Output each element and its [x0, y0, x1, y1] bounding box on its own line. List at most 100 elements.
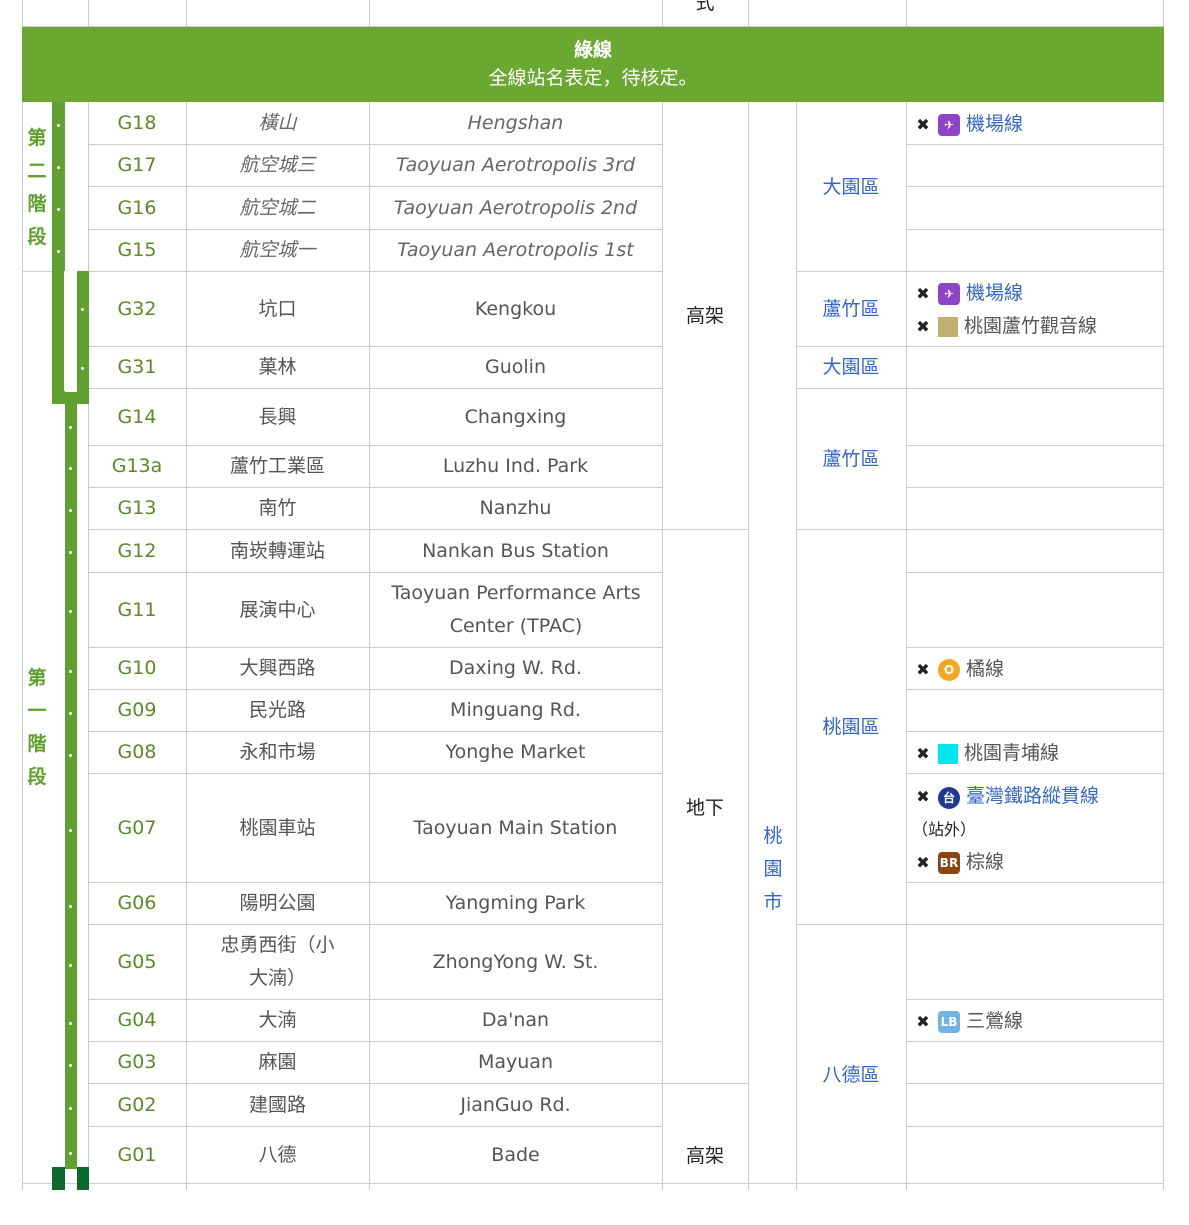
transfer-link[interactable]: 機場線	[966, 282, 1024, 304]
station-name-en: Bade	[491, 1143, 540, 1166]
transfer-airport: ✖ ✈ 機場線	[912, 108, 1023, 141]
transfer-sanying: ✖ LB 三鶯線	[912, 1005, 1023, 1038]
station-dot	[69, 1022, 72, 1025]
station-dot	[69, 964, 72, 967]
district-link[interactable]: 桃園區	[822, 715, 880, 738]
station-code: G06	[117, 892, 157, 914]
district-link[interactable]: 大園區	[822, 356, 880, 378]
station-name-en: Nankan Bus Station	[422, 539, 609, 562]
station-name-en: Da'nan	[481, 1009, 550, 1031]
station-dot	[69, 551, 72, 554]
header-fragment: 式	[695, 0, 715, 14]
station-name-zh: 橫山	[258, 112, 297, 134]
station-name-zh: 陽明公園	[239, 892, 316, 914]
station-name-zh: 大湳	[258, 1009, 297, 1031]
station-name-en: Yonghe Market	[445, 741, 586, 763]
transfer-brown: ✖ BR 棕線	[912, 846, 1004, 879]
station-code: G32	[117, 297, 157, 320]
transfer-tra: ✖ 台臺灣鐵路縱貫線 （站外）	[912, 780, 1157, 846]
transfer-airport: ✖ ✈ 機場線	[912, 277, 1023, 310]
station-name-en: Taoyuan Aerotropolis 1st	[397, 239, 634, 261]
route-line-phase2	[52, 102, 65, 272]
transfer-link[interactable]: 臺灣鐵路縱貫線	[966, 785, 1100, 807]
station-code: G09	[117, 699, 157, 721]
station-name-en: Taoyuan Aerotropolis 2nd	[393, 196, 638, 219]
structure-elevated: 高架	[685, 304, 724, 327]
route-line-branch	[52, 271, 65, 404]
district-link[interactable]: 八德區	[822, 1063, 880, 1086]
route-terminal	[52, 1167, 65, 1190]
station-code: G07	[117, 816, 157, 839]
station-name-en: Minguang Rd.	[450, 699, 581, 721]
station-code: G13	[117, 497, 157, 519]
station-dot	[69, 467, 72, 470]
cross-icon: ✖	[916, 744, 930, 763]
station-code: G12	[117, 539, 157, 562]
transfer-orange: ✖ O 橘線	[912, 653, 1004, 686]
orange-line-icon: O	[938, 658, 960, 681]
station-name-zh: 大興西路	[239, 657, 316, 679]
line-color-swatch	[938, 743, 958, 764]
station-code: G18	[117, 112, 157, 134]
station-name-en: Yangming Park	[445, 892, 586, 914]
station-name-zh: 八德	[258, 1143, 297, 1166]
city-link[interactable]: 桃園市	[763, 825, 783, 913]
station-name-zh: 建國路	[248, 1093, 306, 1116]
transfer-label: 桃園青埔線	[964, 742, 1060, 764]
station-code: G02	[117, 1093, 157, 1116]
district-link[interactable]: 蘆竹區	[822, 297, 880, 320]
station-code: G08	[117, 741, 157, 763]
station-name-zh: 菓林	[258, 356, 297, 378]
station-name-en: Daxing W. Rd.	[449, 657, 582, 679]
cross-icon: ✖	[916, 787, 930, 806]
station-name-zh: 桃園車站	[239, 816, 316, 839]
station-code: G03	[117, 1051, 157, 1073]
transfer-label: 三鶯線	[966, 1010, 1024, 1032]
station-code: G17	[117, 154, 157, 176]
station-dot	[69, 509, 72, 512]
station-dot	[57, 208, 60, 211]
station-name-zh: 航空城二	[239, 196, 316, 219]
station-code: G05	[117, 950, 157, 973]
banner-subtitle: 全線站名表定，待核定。	[488, 67, 698, 89]
transfer-qingpu: ✖ 桃園青埔線	[912, 737, 1059, 770]
station-code: G04	[117, 1009, 157, 1031]
station-dot	[69, 905, 72, 908]
sanying-line-icon: LB	[938, 1010, 960, 1033]
station-code: G13a	[111, 455, 163, 477]
station-dot	[57, 124, 60, 127]
cross-icon: ✖	[916, 115, 930, 134]
station-dot	[69, 670, 72, 673]
district-link[interactable]: 大園區	[822, 175, 880, 198]
station-name-en: Luzhu Ind. Park	[442, 455, 589, 477]
station-code: G16	[117, 196, 157, 219]
station-name-zh: 忠勇西街（小大湳）	[220, 934, 335, 989]
station-name-en: Taoyuan Performance Arts Center (TPAC)	[391, 582, 641, 637]
station-name-en: JianGuo Rd.	[460, 1093, 571, 1116]
line-color-swatch	[938, 316, 958, 337]
district-link[interactable]: 蘆竹區	[822, 447, 880, 470]
station-name-en: ZhongYong W. St.	[432, 950, 599, 973]
station-name-zh: 坑口	[258, 297, 297, 320]
station-name-zh: 長興	[258, 405, 297, 428]
station-dot	[69, 712, 72, 715]
station-name-zh: 航空城三	[239, 154, 316, 176]
cross-icon: ✖	[916, 317, 930, 336]
station-name-en: Hengshan	[467, 112, 564, 134]
transfer-label: 桃園蘆竹觀音線	[964, 315, 1098, 337]
cross-icon: ✖	[916, 660, 930, 679]
cross-icon: ✖	[916, 853, 930, 872]
tra-logo-icon: 台	[938, 787, 960, 809]
line-banner: 綠線 全線站名表定，待核定。	[22, 27, 1164, 102]
station-dot	[57, 250, 60, 253]
banner-title: 綠線	[573, 39, 612, 61]
station-code: G15	[117, 239, 157, 261]
station-name-en: Nanzhu	[479, 497, 552, 519]
station-dot	[81, 308, 84, 311]
station-name-zh: 麻園	[258, 1051, 297, 1073]
station-code: G31	[117, 356, 157, 378]
station-name-zh: 南崁轉運站	[229, 539, 325, 562]
phase-2-label: 第二階段	[27, 127, 47, 248]
airport-icon: ✈	[938, 282, 960, 305]
transfer-link[interactable]: 機場線	[966, 113, 1024, 135]
